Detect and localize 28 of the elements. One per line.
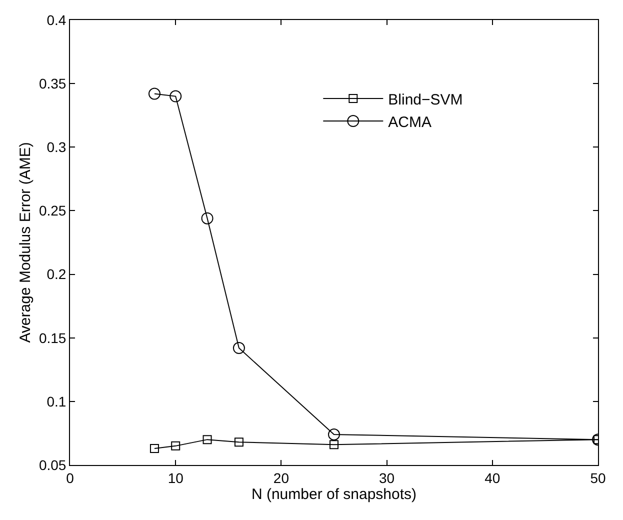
y-tick-label: 0.4 <box>46 12 66 28</box>
point <box>170 90 182 102</box>
y-tick-label: 0.2 <box>46 266 66 282</box>
y-tick-label: 0.3 <box>46 139 66 156</box>
x-tick-label: 10 <box>168 470 184 486</box>
point <box>202 435 212 444</box>
point <box>171 441 180 450</box>
x-tick-label: 20 <box>273 470 290 486</box>
point <box>201 212 214 224</box>
legend-label: Blind−SVM <box>388 91 463 108</box>
x-axis-title: N (number of snapshots) <box>251 486 417 503</box>
x-tick-label: 50 <box>590 470 606 486</box>
point <box>148 88 160 100</box>
y-axis-title: Average Modulus Error (AME) <box>17 142 34 343</box>
x-tick-label: 30 <box>379 470 395 486</box>
y-tick-label: 0.1 <box>46 393 66 410</box>
point <box>234 438 244 447</box>
y-tick-label: 0.15 <box>38 330 66 346</box>
point <box>328 428 340 440</box>
y-tick-label: 0.35 <box>38 75 66 92</box>
y-tick-label: 0.25 <box>38 202 66 219</box>
x-tick-label: 0 <box>66 470 74 486</box>
point <box>232 342 245 354</box>
point <box>330 440 338 450</box>
legend-label: ACMA <box>388 114 432 131</box>
x-tick-label: 40 <box>484 470 500 486</box>
y-tick-label: 0.05 <box>38 456 66 473</box>
point <box>150 444 159 453</box>
